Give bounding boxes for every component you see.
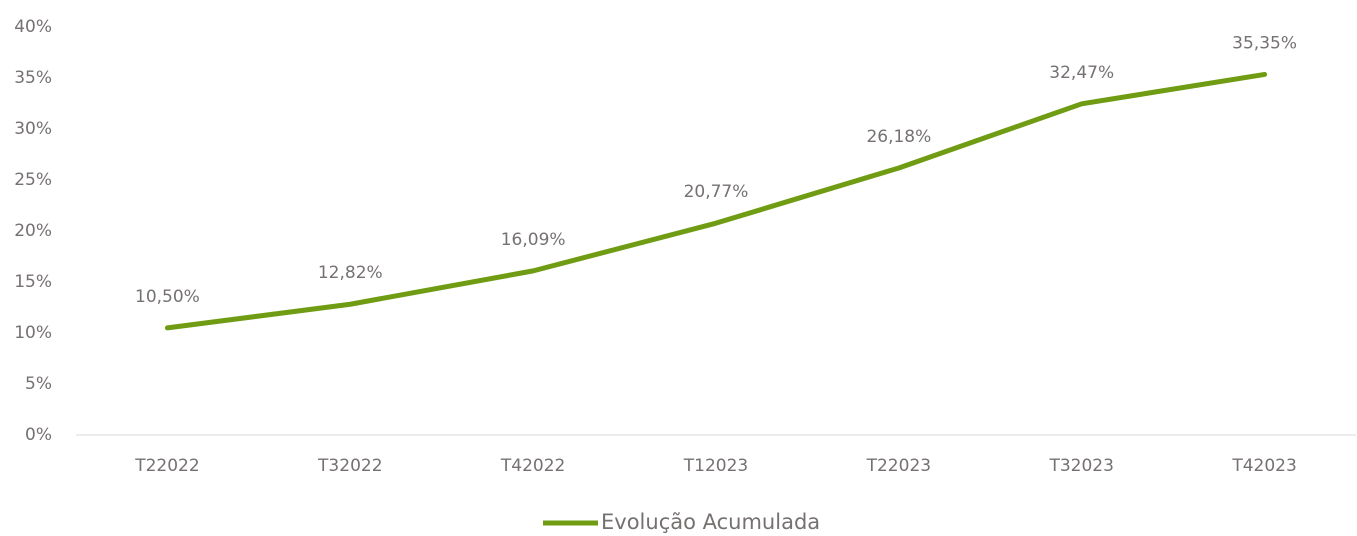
y-tick-label: 10% — [14, 323, 52, 343]
x-tick-label: T12023 — [683, 456, 748, 476]
data-label: 20,77% — [684, 182, 749, 202]
x-tick-label: T22022 — [134, 456, 199, 476]
data-label: 10,50% — [135, 287, 200, 307]
y-tick-label: 5% — [25, 374, 52, 394]
data-label: 26,18% — [866, 127, 931, 147]
y-tick-label: 25% — [14, 170, 52, 190]
x-tick-label: T32022 — [317, 456, 382, 476]
data-label: 35,35% — [1232, 33, 1297, 53]
y-tick-label: 35% — [14, 68, 52, 88]
legend-label: Evolução Acumulada — [601, 510, 820, 534]
x-tick-label: T32023 — [1048, 456, 1113, 476]
y-tick-label: 0% — [25, 425, 52, 445]
x-tick-label: T42022 — [500, 456, 565, 476]
data-label: 16,09% — [501, 230, 566, 250]
data-label: 32,47% — [1049, 63, 1114, 83]
line — [164, 71, 1268, 331]
x-tick-label: T22023 — [866, 456, 931, 476]
x-tick-label: T42023 — [1231, 456, 1296, 476]
y-tick-label: 15% — [14, 272, 52, 292]
y-tick-label: 40% — [14, 17, 52, 37]
y-tick-label: 30% — [14, 119, 52, 139]
y-tick-label: 20% — [14, 221, 52, 241]
data-label: 12,82% — [318, 263, 383, 283]
